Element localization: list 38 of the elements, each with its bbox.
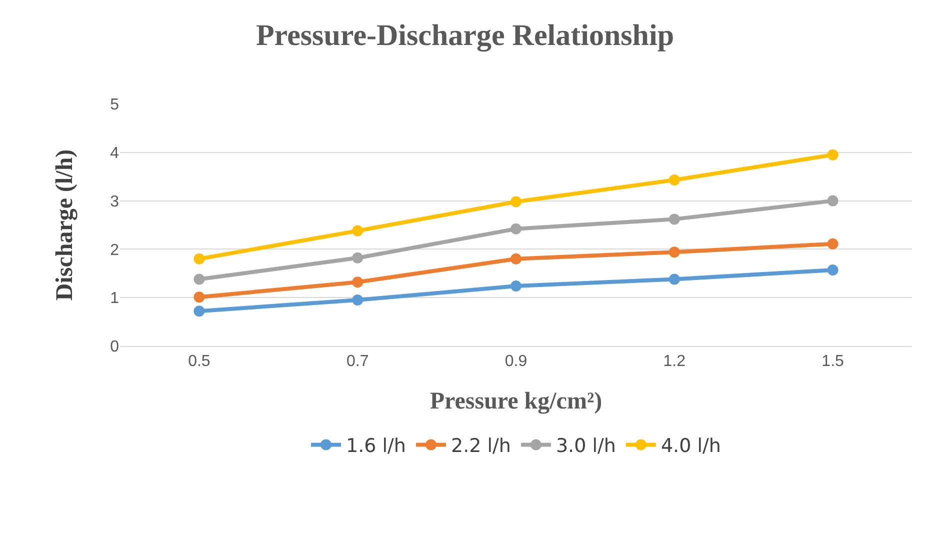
- point: [194, 274, 205, 285]
- x-tick-label: 1.5: [822, 353, 844, 370]
- point: [668, 246, 680, 258]
- point: [194, 306, 205, 317]
- point: [510, 196, 522, 208]
- y-tick-label: 1: [110, 290, 120, 308]
- point: [827, 195, 838, 206]
- y-tick-label: 3: [110, 193, 120, 210]
- point: [510, 280, 522, 292]
- y-axis-title: Discharge (l/h): [52, 149, 78, 301]
- x-tick-label: 1.2: [663, 353, 686, 370]
- point: [352, 294, 364, 306]
- chart-title: Pressure-Discharge Relationship: [256, 18, 674, 52]
- point: [194, 292, 205, 303]
- y-tick-label: 2: [110, 242, 120, 259]
- x-tick-label: 0.7: [346, 353, 369, 370]
- point: [668, 274, 680, 285]
- y-tick-label: 5: [110, 96, 120, 114]
- point: [352, 276, 364, 288]
- legend-label: 2.2 l/h: [450, 435, 511, 458]
- point: [827, 264, 838, 276]
- point: [668, 174, 680, 186]
- x-tick-label: 0.5: [188, 353, 210, 370]
- point: [510, 253, 522, 264]
- point: [510, 223, 522, 234]
- point: [352, 252, 364, 264]
- y-tick-label: 0: [110, 338, 120, 356]
- y-tick-label: 4: [110, 145, 120, 162]
- point: [827, 238, 838, 250]
- legend-label: 3.0 l/h: [556, 435, 616, 458]
- x-tick-label: 0.9: [504, 353, 528, 370]
- legend-label: 4.0 l/h: [660, 435, 721, 458]
- point: [827, 149, 838, 160]
- x-axis-title: Pressure kg/cm²): [430, 388, 602, 414]
- point: [668, 214, 680, 225]
- point: [194, 253, 205, 264]
- legend-label: 1.6 l/h: [346, 435, 406, 458]
- point: [352, 225, 364, 236]
